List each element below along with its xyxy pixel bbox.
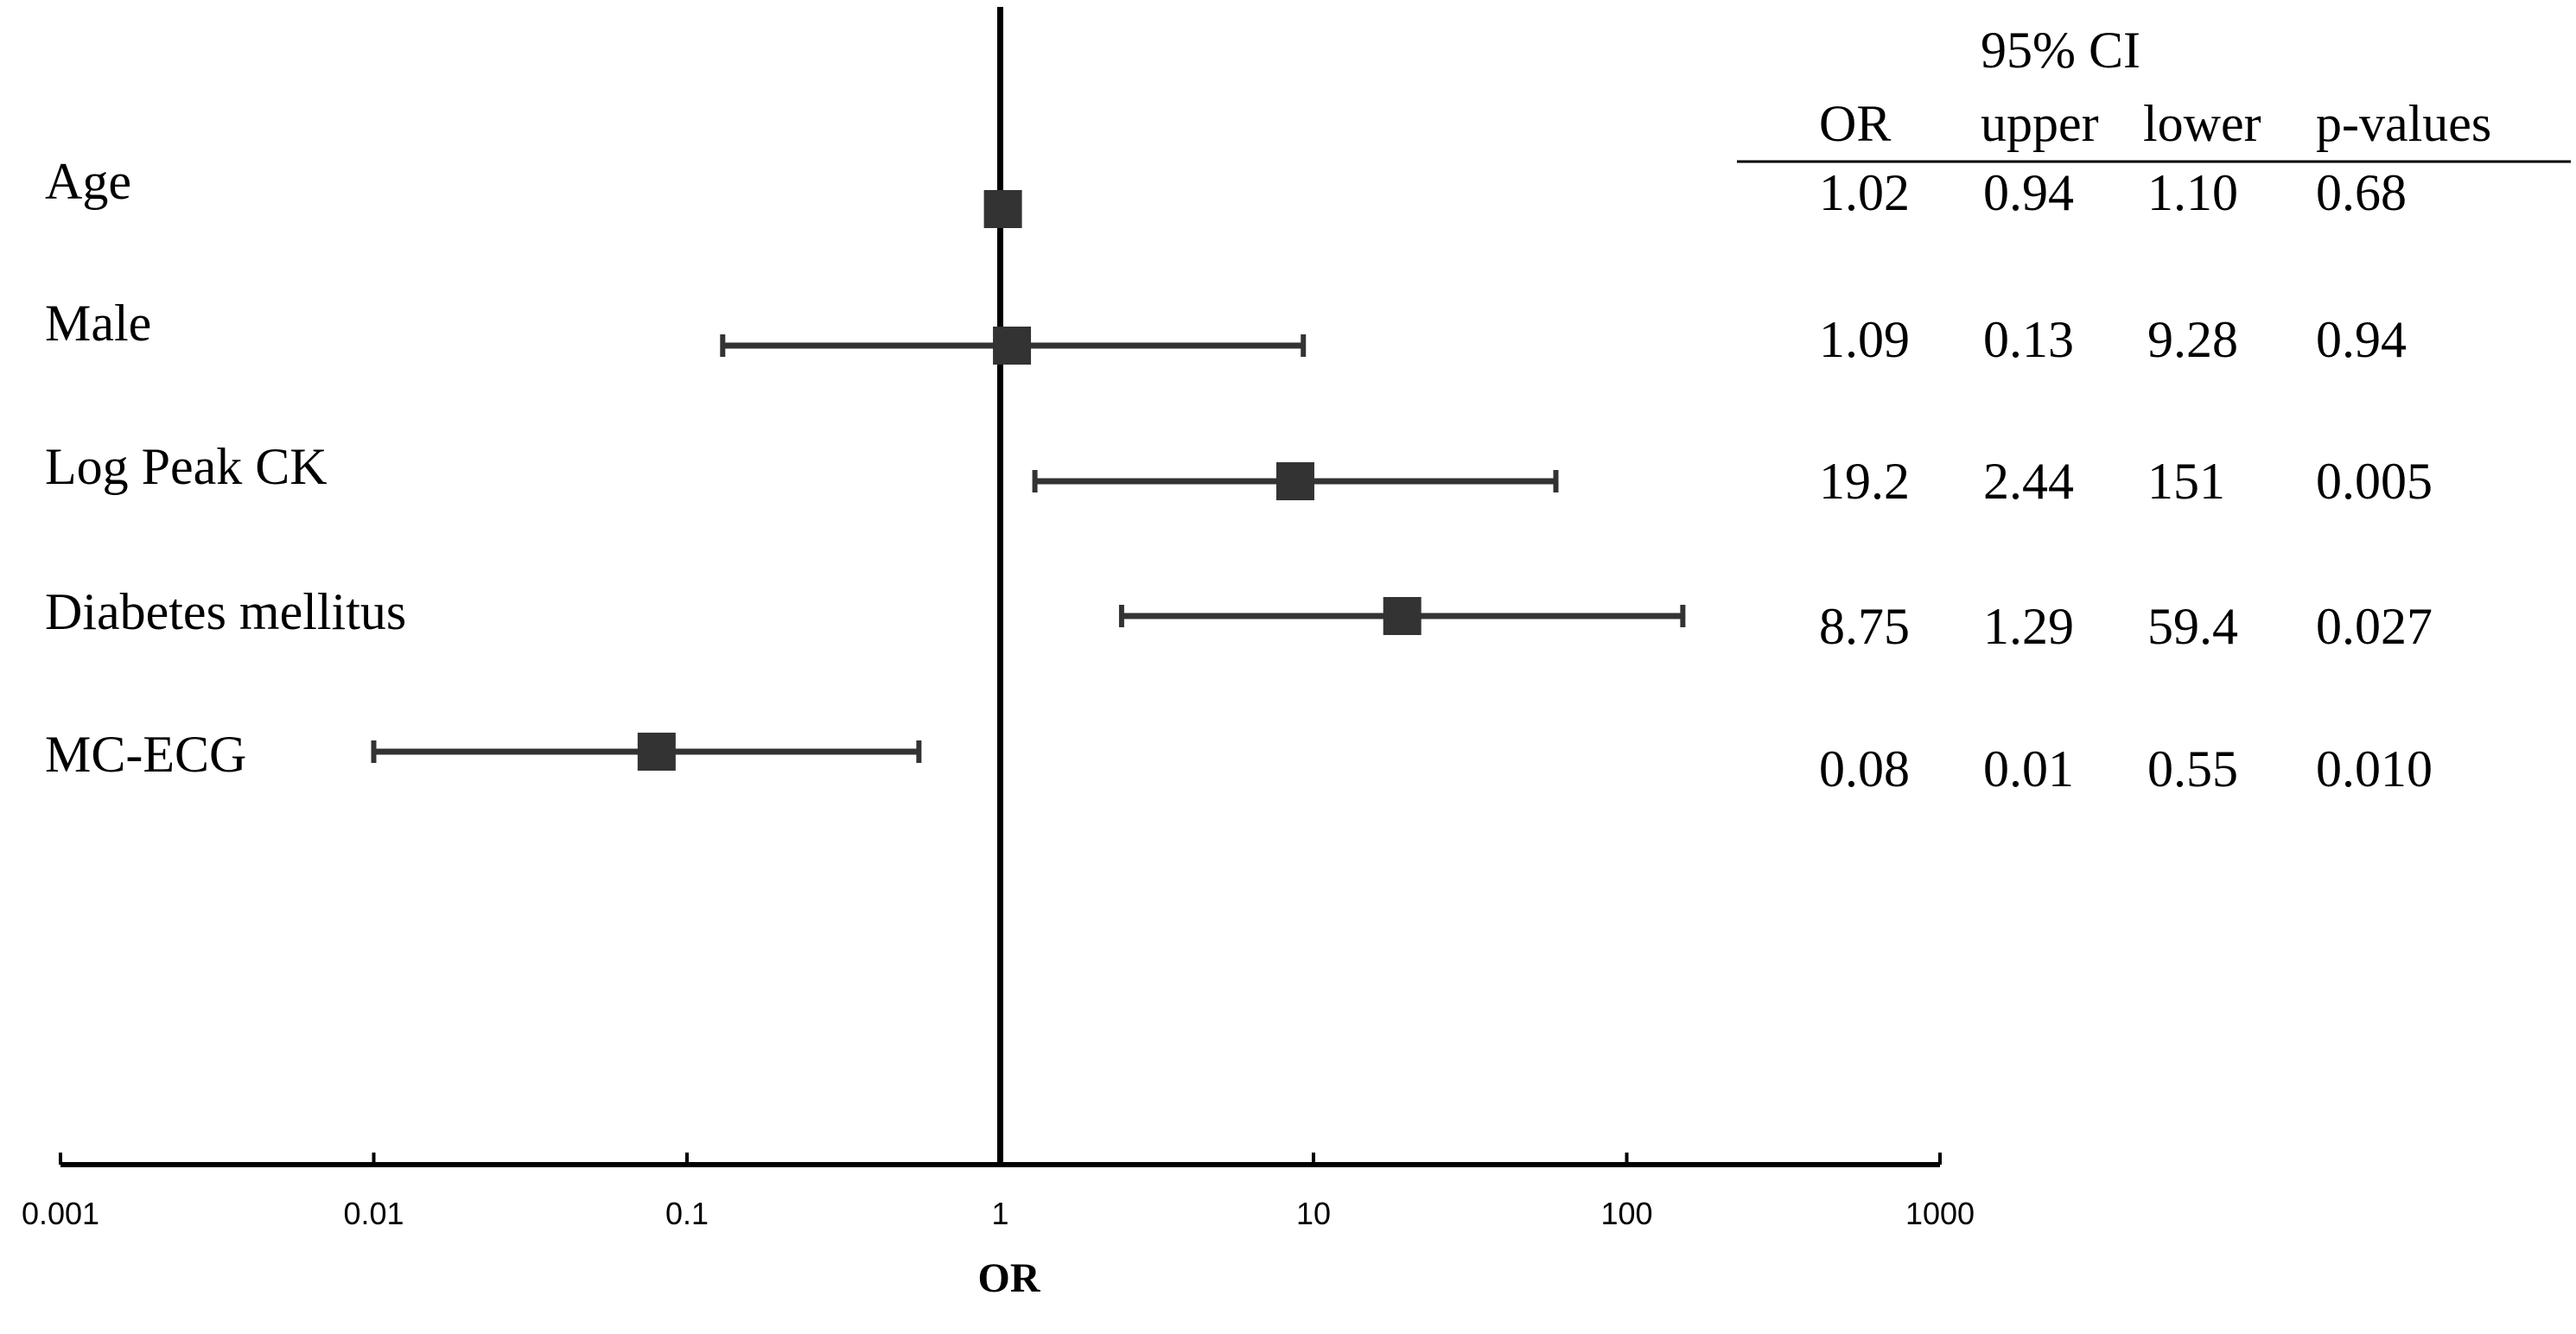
table-cell-p-value: 0.027 xyxy=(2316,598,2433,655)
x-tick-label: 10 xyxy=(1296,1196,1331,1231)
x-tick-label: 100 xyxy=(1600,1196,1652,1231)
table-header-lower: lower xyxy=(2143,95,2261,152)
or-marker xyxy=(637,733,676,771)
table-cell-or: 8.75 xyxy=(1819,598,1910,655)
or-marker xyxy=(983,190,1022,228)
x-tick-label: 0.001 xyxy=(22,1196,99,1231)
forest-row: Age xyxy=(45,153,1022,228)
row-label: Log Peak CK xyxy=(45,438,328,495)
table-cell-upper: 0.94 xyxy=(1983,164,2074,221)
table-cell-p-value: 0.010 xyxy=(2316,740,2433,797)
row-label: MC-ECG xyxy=(45,726,246,783)
or-marker xyxy=(1275,462,1314,500)
table-cell-upper: 2.44 xyxy=(1983,453,2074,510)
table-cell-p-value: 0.94 xyxy=(2316,311,2407,368)
table-cell-p-value: 0.005 xyxy=(2316,453,2433,510)
table-header-upper: upper xyxy=(1981,95,2099,152)
x-tick-label: 1 xyxy=(991,1196,1008,1231)
table-header-or: OR xyxy=(1819,95,1891,152)
x-axis-title: OR xyxy=(978,1255,1041,1301)
row-label: Diabetes mellitus xyxy=(45,583,406,640)
x-tick-label: 0.1 xyxy=(665,1196,709,1231)
table-cell-lower: 151 xyxy=(2147,453,2225,510)
table-cell-upper: 0.13 xyxy=(1983,311,2074,368)
table-cell-upper: 1.29 xyxy=(1983,598,2074,655)
table-cell-upper: 0.01 xyxy=(1983,740,2074,797)
table-cell-or: 1.02 xyxy=(1819,164,1910,221)
forest-row: MC-ECG xyxy=(45,726,922,783)
table-cell-or: 0.08 xyxy=(1819,740,1910,797)
forest-row: Diabetes mellitus xyxy=(45,583,1686,640)
table-cell-or: 19.2 xyxy=(1819,453,1910,510)
table-cell-lower: 59.4 xyxy=(2147,598,2238,655)
x-tick-labels: 0.001 0.01 0.1 1 10 100 1000 xyxy=(22,1196,1975,1231)
forest-row: Log Peak CK xyxy=(45,438,1559,500)
x-tick-label: 0.01 xyxy=(343,1196,404,1231)
forest-row: Male xyxy=(45,295,1307,365)
x-tick-label: 1000 xyxy=(1905,1196,1975,1231)
row-label: Male xyxy=(45,295,151,352)
table-cell-lower: 1.10 xyxy=(2147,164,2238,221)
or-marker xyxy=(993,327,1032,365)
table-cell-lower: 0.55 xyxy=(2147,740,2238,797)
table-cell-or: 1.09 xyxy=(1819,311,1910,368)
row-label: Age xyxy=(45,153,131,210)
or-marker xyxy=(1383,597,1422,635)
forest-rows: Age Male Log Peak CK Diabetes mellitus MC-EC… xyxy=(45,153,1686,783)
table-cell-p-value: 0.68 xyxy=(2316,164,2407,221)
results-table: 95% CI OR upper lower p-values 1.02 0.94 1… xyxy=(1737,22,2571,797)
table-header-p-values: p-values xyxy=(2316,95,2491,152)
table-cell-lower: 9.28 xyxy=(2147,311,2238,368)
table-header-95ci: 95% CI xyxy=(1981,22,2140,79)
